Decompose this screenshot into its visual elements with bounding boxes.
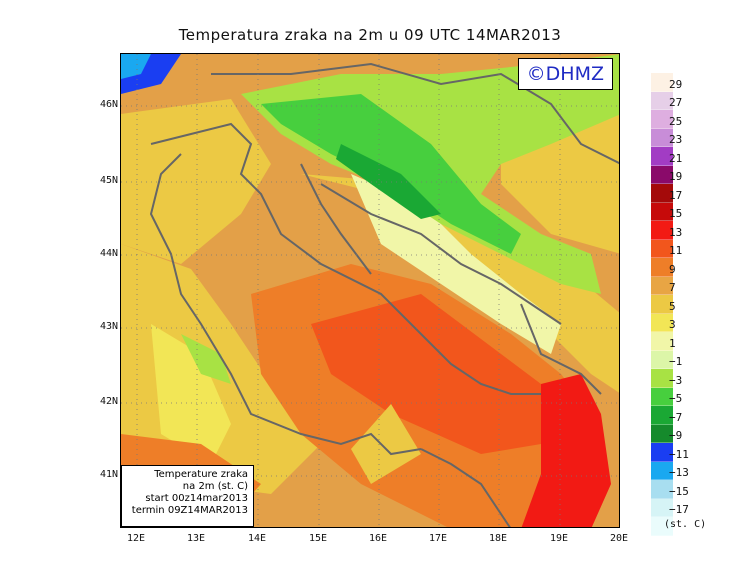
legend-swatch xyxy=(651,110,673,129)
legend-label: −13 xyxy=(669,466,689,479)
legend-label: −7 xyxy=(669,410,683,424)
lon-label: 20E xyxy=(609,533,629,544)
legend-label: 7 xyxy=(669,281,676,294)
lat-label: 45N xyxy=(99,175,118,186)
zone-13 xyxy=(521,374,611,527)
legend-label: 3 xyxy=(669,318,676,331)
legend-label: −17 xyxy=(669,503,689,516)
legend-label: −11 xyxy=(669,447,689,461)
legend-swatch xyxy=(651,461,673,480)
zone-3 xyxy=(151,324,231,464)
map-title: Temperatura zraka na 2m u 09 UTC 14MAR20… xyxy=(178,26,562,44)
coastlines xyxy=(149,62,619,527)
legend-swatch xyxy=(651,91,673,110)
legend-label: 27 xyxy=(669,96,683,109)
legend-swatch xyxy=(651,184,673,203)
legend-label: 9 xyxy=(669,262,676,276)
legend-label: 21 xyxy=(669,151,683,165)
info-line: start 00z14mar2013 xyxy=(145,493,248,504)
lon-label: 19E xyxy=(549,533,569,544)
legend-label: 11 xyxy=(669,244,683,257)
legend-label: 19 xyxy=(669,170,683,183)
lon-label: 14E xyxy=(247,533,267,544)
legend-label: 25 xyxy=(669,114,683,128)
legend-label: 13 xyxy=(669,225,683,239)
legend-label: 15 xyxy=(669,207,683,220)
legend-swatch xyxy=(651,350,673,369)
lon-label: 13E xyxy=(186,533,206,544)
legend-swatch xyxy=(651,480,673,499)
legend-swatch xyxy=(651,332,673,351)
map-graphic xyxy=(121,54,619,527)
zone-5 xyxy=(351,404,421,484)
legend-swatch xyxy=(651,295,673,314)
legend-label: −15 xyxy=(669,484,689,498)
zone-5 xyxy=(121,99,271,264)
legend-swatch xyxy=(651,369,673,388)
legend-label: 1 xyxy=(669,336,676,350)
legend-swatch xyxy=(651,498,673,517)
legend-units: (st. C) xyxy=(664,519,707,530)
legend-swatch xyxy=(651,147,673,166)
lat-label: 42N xyxy=(99,396,118,407)
legend-swatch xyxy=(651,424,673,443)
legend-swatch xyxy=(651,517,673,536)
legend-swatch xyxy=(651,313,673,332)
lon-label: 16E xyxy=(368,533,388,544)
lat-label: 44N xyxy=(99,248,118,259)
lat-label: 41N xyxy=(99,469,118,480)
legend-label: −9 xyxy=(669,429,683,442)
info-line: termin 09Z14MAR2013 xyxy=(131,505,248,516)
lat-lon-grid xyxy=(121,54,619,527)
legend-label: 17 xyxy=(669,188,683,202)
lon-label: 15E xyxy=(308,533,328,544)
legend-swatch xyxy=(651,239,673,258)
lon-label: 12E xyxy=(126,533,146,544)
dhmz-logo: ©DHMZ xyxy=(517,58,613,90)
legend-label: 5 xyxy=(669,299,676,313)
legend-label: 23 xyxy=(669,133,683,146)
legend-swatch xyxy=(651,387,673,406)
temperature-map: ©DHMZ xyxy=(120,53,620,528)
zone-minus9 xyxy=(121,54,151,79)
legend-swatch xyxy=(651,406,673,425)
lat-label: 46N xyxy=(99,99,118,110)
legend-label: −5 xyxy=(669,392,683,405)
legend-swatch xyxy=(651,165,673,184)
lon-label: 18E xyxy=(488,533,508,544)
zone-1 xyxy=(351,174,561,354)
legend-swatch xyxy=(651,73,673,92)
legend-label: −1 xyxy=(669,355,683,368)
legend-swatch xyxy=(651,443,673,462)
legend-swatch xyxy=(651,128,673,147)
legend-swatch xyxy=(651,202,673,221)
info-box: Temperature zraka na 2m (st. C) start 00… xyxy=(121,465,254,527)
zone-11 xyxy=(311,294,541,454)
color-legend xyxy=(651,73,673,536)
info-line: na 2m (st. C) xyxy=(182,481,248,492)
legend-swatch xyxy=(651,221,673,240)
lat-label: 43N xyxy=(99,321,118,332)
legend-label: −3 xyxy=(669,373,683,387)
zone-minus5 xyxy=(336,144,441,219)
zone-minus1 xyxy=(181,334,231,384)
legend-swatch xyxy=(651,276,673,295)
info-line: Temperature zraka xyxy=(154,469,248,480)
legend-swatch xyxy=(651,258,673,277)
legend-label: 29 xyxy=(669,77,683,91)
lon-label: 17E xyxy=(428,533,448,544)
